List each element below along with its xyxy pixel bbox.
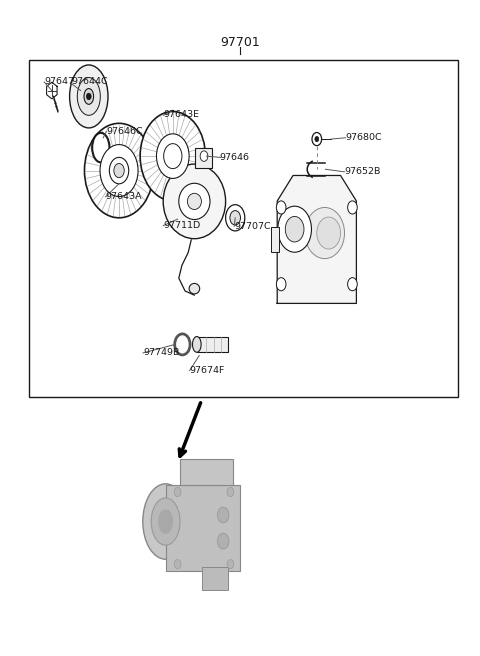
Ellipse shape (77, 77, 100, 115)
Circle shape (140, 112, 205, 201)
Circle shape (227, 560, 234, 569)
Circle shape (315, 136, 319, 142)
Ellipse shape (187, 194, 202, 209)
Circle shape (164, 144, 182, 169)
Circle shape (84, 123, 154, 218)
Text: 97652B: 97652B (345, 167, 381, 176)
Circle shape (100, 144, 138, 197)
Circle shape (174, 560, 181, 569)
Ellipse shape (189, 283, 200, 294)
Circle shape (174, 487, 181, 497)
Text: 97646C: 97646C (107, 127, 143, 136)
Text: 97701: 97701 (220, 36, 260, 49)
Ellipse shape (92, 133, 109, 162)
Text: 97674F: 97674F (190, 366, 225, 375)
Text: 97646: 97646 (220, 153, 250, 162)
Circle shape (285, 216, 304, 242)
Circle shape (217, 507, 229, 523)
Text: 97643E: 97643E (163, 110, 199, 119)
Circle shape (200, 151, 208, 161)
Ellipse shape (143, 484, 189, 559)
Ellipse shape (158, 510, 173, 533)
Text: 97643A: 97643A (106, 192, 142, 201)
Ellipse shape (70, 65, 108, 128)
Ellipse shape (192, 337, 201, 352)
Bar (180, 459, 233, 485)
Ellipse shape (163, 164, 226, 239)
Circle shape (175, 334, 190, 355)
Bar (195, 148, 212, 168)
Circle shape (278, 206, 312, 253)
Ellipse shape (317, 217, 341, 249)
Circle shape (348, 277, 357, 291)
Ellipse shape (179, 183, 210, 220)
Bar (202, 567, 228, 590)
Text: 97647: 97647 (44, 77, 74, 87)
Text: 97711D: 97711D (163, 221, 201, 230)
Bar (197, 337, 228, 352)
Circle shape (230, 211, 240, 225)
Text: 97707C: 97707C (234, 222, 271, 231)
Ellipse shape (151, 498, 180, 545)
Bar (166, 485, 240, 571)
Circle shape (217, 533, 229, 549)
Bar (29, 60, 458, 397)
Text: 97749B: 97749B (143, 348, 180, 358)
Text: 97680C: 97680C (346, 133, 382, 142)
Circle shape (276, 277, 286, 291)
Text: 97644C: 97644C (71, 77, 108, 87)
Circle shape (312, 133, 322, 146)
Circle shape (86, 93, 91, 100)
Circle shape (227, 487, 234, 497)
Ellipse shape (84, 89, 94, 104)
Ellipse shape (305, 207, 345, 258)
Circle shape (156, 134, 189, 178)
Circle shape (348, 201, 357, 214)
Polygon shape (277, 175, 356, 303)
Bar (271, 226, 279, 252)
Circle shape (109, 157, 129, 184)
Circle shape (114, 163, 124, 178)
Circle shape (276, 201, 286, 214)
Circle shape (226, 205, 245, 231)
